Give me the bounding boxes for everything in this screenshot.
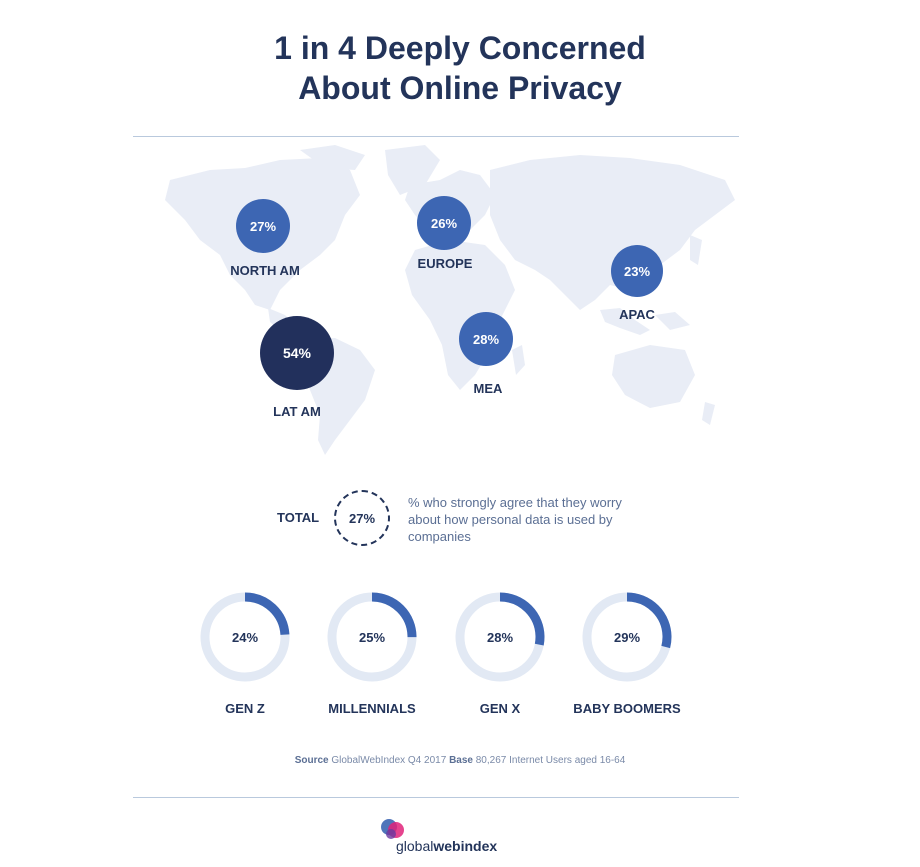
donut-value: 24% bbox=[231, 629, 259, 645]
donut-value: 29% bbox=[613, 629, 641, 645]
total-description: % who strongly agree that they worry abo… bbox=[408, 495, 622, 544]
donut-arc bbox=[327, 592, 417, 682]
region-label: NORTH AM bbox=[230, 263, 300, 278]
donut-arc bbox=[582, 592, 672, 682]
logo-wordmark: globalwebindex bbox=[396, 838, 497, 854]
donut-label: GEN Z bbox=[225, 701, 265, 716]
region-label: LAT AM bbox=[273, 404, 321, 419]
base-text: 80,267 Internet Users aged 16-64 bbox=[475, 755, 626, 766]
top-divider bbox=[133, 136, 739, 137]
source-label: Source bbox=[294, 755, 329, 766]
source-text: GlobalWebIndex Q4 2017 bbox=[331, 755, 447, 766]
region-bubble: 23% bbox=[611, 245, 663, 297]
donut-value: 28% bbox=[486, 629, 514, 645]
donut-ring bbox=[200, 592, 290, 682]
world-map bbox=[165, 145, 735, 455]
region-bubble: 28% bbox=[459, 312, 513, 366]
region-label: EUROPE bbox=[417, 256, 473, 271]
total-value: 27% bbox=[348, 510, 376, 526]
region-label: APAC bbox=[619, 307, 655, 322]
bottom-divider bbox=[133, 797, 739, 798]
region-bubble: 27% bbox=[236, 199, 290, 253]
base-label: Base bbox=[449, 755, 473, 766]
donut-ring bbox=[582, 592, 672, 682]
donut-value: 25% bbox=[358, 629, 386, 645]
donut-chart: 29% bbox=[581, 591, 673, 683]
title-line-1: 1 in 4 Deeply Concerned bbox=[274, 30, 646, 66]
donut-label: GEN X bbox=[479, 701, 521, 716]
donut-arc bbox=[455, 592, 545, 682]
donut-chart: 28% bbox=[454, 591, 546, 683]
region-bubble: 26% bbox=[417, 196, 471, 250]
donut-arc bbox=[200, 592, 290, 682]
total-label: TOTAL bbox=[277, 510, 320, 525]
donut-chart: 24% bbox=[199, 591, 291, 683]
logo-text-light: global bbox=[396, 838, 434, 854]
total-circle: 27% bbox=[334, 490, 390, 546]
logo-text-bold: webindex bbox=[433, 838, 498, 854]
title-line-2: About Online Privacy bbox=[298, 70, 622, 106]
donut-ring bbox=[327, 592, 417, 682]
region-bubble: 54% bbox=[260, 316, 334, 390]
page-title: 1 in 4 Deeply Concerned About Online Pri… bbox=[0, 28, 920, 108]
donut-label: BABY BOOMERS bbox=[573, 701, 681, 716]
source-note: Source GlobalWebIndex Q4 2017 Base 80,26… bbox=[0, 755, 920, 766]
region-label: MEA bbox=[473, 381, 503, 396]
donut-chart: 25% bbox=[326, 591, 418, 683]
donut-label: MILLENNIALS bbox=[328, 701, 416, 716]
logo-mark-icon bbox=[381, 819, 404, 839]
donut-ring bbox=[455, 592, 545, 682]
